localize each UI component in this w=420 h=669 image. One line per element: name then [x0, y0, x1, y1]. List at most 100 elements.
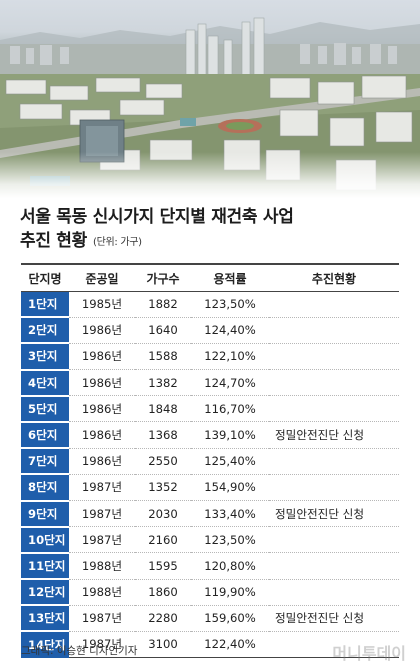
cell-households: 2550	[135, 448, 191, 475]
cell-complex-name: 14단지	[21, 631, 69, 658]
cell-households: 2160	[135, 526, 191, 554]
cell-floor-area-ratio: 124,70%	[191, 369, 269, 397]
cell-floor-area-ratio: 124,40%	[191, 317, 269, 344]
cell-completion-year: 1987년	[69, 474, 135, 502]
cell-completion-year: 1987년	[69, 500, 135, 528]
cell-households: 1368	[135, 421, 191, 449]
unit-note: (단위: 가구)	[92, 237, 142, 248]
cell-households: 3100	[135, 631, 191, 658]
header-floor-area-ratio: 용적률	[191, 263, 269, 292]
cell-status	[269, 343, 399, 371]
cell-complex-name: 11단지	[21, 552, 69, 581]
publisher-watermark: 머니투데이	[332, 644, 406, 663]
cell-completion-year: 1987년	[69, 631, 135, 658]
cell-status: 정밀안전진단 신청	[269, 605, 399, 632]
photo-fade-overlay	[0, 152, 420, 198]
cell-status	[269, 552, 399, 580]
cell-complex-name: 12단지	[21, 579, 69, 607]
cell-floor-area-ratio: 122,10%	[191, 343, 269, 371]
infographic-title: 서울 목동 신시가지 단지별 재건축 사업 추진 현황 (단위: 가구)	[20, 205, 410, 255]
cell-households: 1882	[135, 291, 191, 318]
table-row: 1단지 1985년 1882 123,50%	[21, 291, 399, 319]
cell-status	[269, 291, 399, 318]
cell-status	[269, 579, 399, 606]
reconstruction-status-table: 단지명 준공일 가구수 용적률 추진현황 1단지 1985년 1882 123,50%…	[21, 263, 399, 658]
table-row: 11단지 1988년 1595 120,80%	[21, 552, 399, 581]
title-line-2-text: 추진 현황	[20, 231, 87, 251]
header-complex-name: 단지명	[21, 263, 69, 292]
cell-status	[269, 395, 399, 423]
graphic-credit: 그래픽: 이승현 디자인기자	[21, 645, 138, 657]
cell-completion-year: 1988년	[69, 579, 135, 606]
table-row: 10단지 1987년 2160 123,50%	[21, 526, 399, 554]
cell-complex-name: 8단지	[21, 474, 69, 502]
cell-floor-area-ratio: 123,50%	[191, 291, 269, 318]
header-households: 가구수	[135, 263, 191, 292]
cell-complex-name: 13단지	[21, 605, 69, 633]
cell-completion-year: 1987년	[69, 605, 135, 632]
cell-status	[269, 448, 399, 475]
cell-households: 1352	[135, 474, 191, 502]
cell-status	[269, 369, 399, 397]
cell-complex-name: 1단지	[21, 291, 69, 319]
cell-complex-name: 10단지	[21, 526, 69, 554]
header-status: 추진현황	[269, 263, 399, 292]
cell-floor-area-ratio: 123,50%	[191, 526, 269, 554]
cell-floor-area-ratio: 154,90%	[191, 474, 269, 502]
table-row: 4단지 1986년 1382 124,70%	[21, 369, 399, 397]
cell-status: 정밀안전진단 신청	[269, 421, 399, 449]
table-row: 6단지 1986년 1368 139,10% 정밀안전진단 신청	[21, 421, 399, 450]
cell-completion-year: 1986년	[69, 448, 135, 475]
cell-households: 1860	[135, 579, 191, 606]
cell-floor-area-ratio: 159,60%	[191, 605, 269, 632]
cell-floor-area-ratio: 119,90%	[191, 579, 269, 606]
cell-floor-area-ratio: 120,80%	[191, 552, 269, 580]
cell-floor-area-ratio: 116,70%	[191, 395, 269, 423]
cell-complex-name: 5단지	[21, 395, 69, 423]
cell-households: 2280	[135, 605, 191, 632]
title-line-2: 추진 현황 (단위: 가구)	[20, 229, 410, 255]
table-row: 5단지 1986년 1848 116,70%	[21, 395, 399, 423]
cell-complex-name: 7단지	[21, 448, 69, 476]
cell-floor-area-ratio: 133,40%	[191, 500, 269, 528]
cell-status	[269, 317, 399, 344]
cell-completion-year: 1987년	[69, 526, 135, 554]
cell-complex-name: 4단지	[21, 369, 69, 397]
cell-complex-name: 9단지	[21, 500, 69, 528]
cell-completion-year: 1986년	[69, 421, 135, 449]
cell-status	[269, 526, 399, 554]
table-row: 12단지 1988년 1860 119,90%	[21, 579, 399, 607]
table-row: 2단지 1986년 1640 124,40%	[21, 317, 399, 345]
cell-complex-name: 3단지	[21, 343, 69, 371]
cell-completion-year: 1985년	[69, 291, 135, 318]
table-header-row: 단지명 준공일 가구수 용적률 추진현황	[21, 263, 399, 292]
cell-status: 정밀안전진단 신청	[269, 500, 399, 528]
cell-floor-area-ratio: 125,40%	[191, 448, 269, 475]
cell-households: 1382	[135, 369, 191, 397]
table-body: 1단지 1985년 1882 123,50% 2단지 1986년 1640 124,40% 3단…	[21, 291, 399, 658]
cell-floor-area-ratio: 139,10%	[191, 421, 269, 449]
table-row: 9단지 1987년 2030 133,40% 정밀안전진단 신청	[21, 500, 399, 528]
cell-status	[269, 631, 399, 658]
cell-status	[269, 474, 399, 502]
cell-completion-year: 1986년	[69, 369, 135, 397]
table-row: 7단지 1986년 2550 125,40%	[21, 448, 399, 476]
cell-complex-name: 2단지	[21, 317, 69, 345]
table-row: 8단지 1987년 1352 154,90%	[21, 474, 399, 502]
cell-completion-year: 1988년	[69, 552, 135, 580]
table-row: 3단지 1986년 1588 122,10%	[21, 343, 399, 371]
table-row: 14단지 1987년 3100 122,40%	[21, 631, 399, 658]
cell-households: 1848	[135, 395, 191, 423]
header-completion-year: 준공일	[69, 263, 135, 292]
cell-households: 1588	[135, 343, 191, 371]
cell-completion-year: 1986년	[69, 343, 135, 371]
cell-households: 2030	[135, 500, 191, 528]
title-line-1: 서울 목동 신시가지 단지별 재건축 사업	[20, 207, 294, 227]
cell-floor-area-ratio: 122,40%	[191, 631, 269, 658]
table-row: 13단지 1987년 2280 159,60% 정밀안전진단 신청	[21, 605, 399, 633]
cell-households: 1640	[135, 317, 191, 344]
cell-completion-year: 1986년	[69, 395, 135, 423]
cell-completion-year: 1986년	[69, 317, 135, 344]
aerial-city-photo	[0, 0, 420, 198]
cell-complex-name: 6단지	[21, 421, 69, 450]
